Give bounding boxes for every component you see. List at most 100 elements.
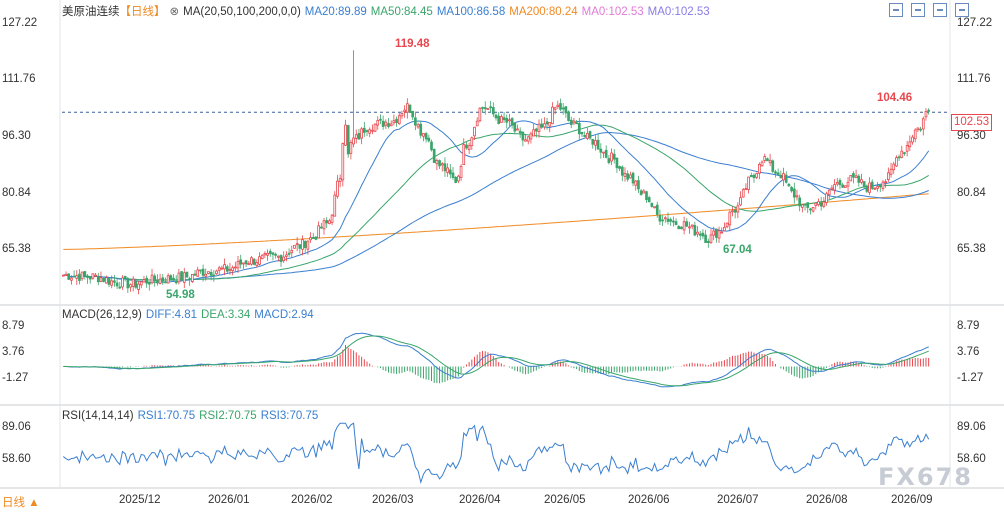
candle-body (626, 173, 630, 180)
x-axis-label: 2026/02 (291, 494, 333, 506)
candle-body (419, 123, 423, 136)
candle-body (209, 272, 213, 276)
candle-body (857, 175, 861, 183)
candle-body (473, 126, 476, 137)
candle-body (575, 122, 578, 125)
candle-body (666, 218, 670, 222)
candle-body (669, 219, 673, 222)
candle-body (309, 237, 312, 241)
zoom-out-icon[interactable] (911, 3, 925, 17)
candle-body (860, 179, 863, 183)
candle-body (247, 263, 251, 265)
candle-body (274, 253, 277, 256)
candle-body (749, 175, 753, 178)
candle-body (551, 106, 554, 125)
candle-body (844, 185, 847, 188)
candle-body (242, 262, 245, 265)
candle-body (569, 119, 573, 125)
ma20-value: MA20:89.89 (304, 6, 367, 18)
candle-body (368, 129, 372, 134)
candle-body (392, 120, 396, 124)
settings-icon[interactable]: ⊗ (169, 6, 180, 18)
candle-body (185, 271, 189, 278)
candle-body (99, 277, 103, 282)
candle-body (771, 160, 775, 172)
rsi-axis-label: 58.60 (2, 453, 31, 465)
candle-body (258, 256, 261, 265)
candle-body (803, 203, 807, 206)
macd-axis-label-right: 8.79 (957, 320, 980, 332)
candle-body (881, 181, 885, 189)
candle-body (435, 159, 439, 165)
rsi-axis-label-right: 89.06 (957, 421, 986, 433)
candle-body (276, 255, 280, 258)
candle-body (768, 159, 772, 164)
candle-body (908, 141, 912, 148)
candle-body (70, 277, 73, 281)
candle-body (352, 137, 355, 145)
candle-body (548, 122, 552, 127)
period-selector-button[interactable]: 日线 ▲ (2, 497, 40, 509)
scroll-right-icon[interactable] (955, 3, 969, 17)
candle-body (161, 277, 165, 282)
candle-body (465, 144, 468, 149)
candle-body (325, 220, 329, 224)
dea-value: DEA:3.34 (201, 309, 251, 321)
candle-body (196, 269, 200, 277)
macd-axis-label: 3.76 (2, 346, 25, 358)
candle-body (260, 254, 264, 260)
candle-body (693, 225, 697, 236)
candle-body (739, 197, 742, 206)
candle-body (290, 249, 294, 254)
candle-body (876, 186, 879, 189)
x-axis-label: 2025/12 (119, 494, 161, 506)
candle-body (142, 279, 146, 283)
candle-body (865, 185, 869, 192)
candle-body (655, 204, 659, 215)
candle-body (354, 134, 358, 139)
candle-body (451, 172, 455, 178)
price-axis-label: 96.30 (2, 130, 31, 142)
candle-body (642, 190, 646, 194)
candle-body (913, 129, 917, 140)
candle-body (521, 131, 525, 141)
candle-body (271, 252, 275, 255)
candle-body (430, 141, 433, 151)
candle-body (285, 254, 288, 257)
candle-body (78, 273, 81, 281)
candle-body (801, 204, 804, 208)
candle-body (650, 202, 654, 207)
candle-body (508, 119, 511, 122)
candle-body (319, 226, 323, 229)
candle-body (661, 219, 664, 222)
main-legend: 美原油连续【日线】 ⊗ MA(20,50,100,200,0,0) MA20:89.8… (62, 4, 714, 20)
candle-body (916, 127, 920, 131)
candle-body (884, 181, 887, 184)
candle-body (774, 171, 777, 174)
candle-body (553, 107, 557, 110)
candle-body (91, 273, 95, 279)
candle-body (225, 266, 229, 272)
low-annotation-2: 67.04 (723, 244, 752, 256)
candle-body (747, 176, 750, 190)
price-axis-label-right: 80.84 (957, 187, 986, 199)
price-axis-label: 80.84 (2, 187, 31, 199)
candle-body (314, 236, 318, 240)
candle-body (432, 148, 436, 163)
candle-body (615, 157, 619, 169)
candle-body (486, 108, 490, 110)
candle-body (373, 123, 377, 132)
candle-body (491, 107, 495, 115)
zoom-in-icon[interactable] (889, 3, 903, 17)
candle-body (612, 153, 616, 160)
scroll-left-icon[interactable] (933, 3, 947, 17)
candle-body (169, 275, 173, 281)
candle-body (190, 273, 194, 282)
x-axis-label: 2026/04 (459, 494, 501, 506)
candle-body (408, 104, 412, 113)
candle-body (854, 175, 858, 179)
candle-body (763, 156, 767, 161)
candle-body (462, 144, 466, 165)
candle-body (733, 209, 737, 213)
